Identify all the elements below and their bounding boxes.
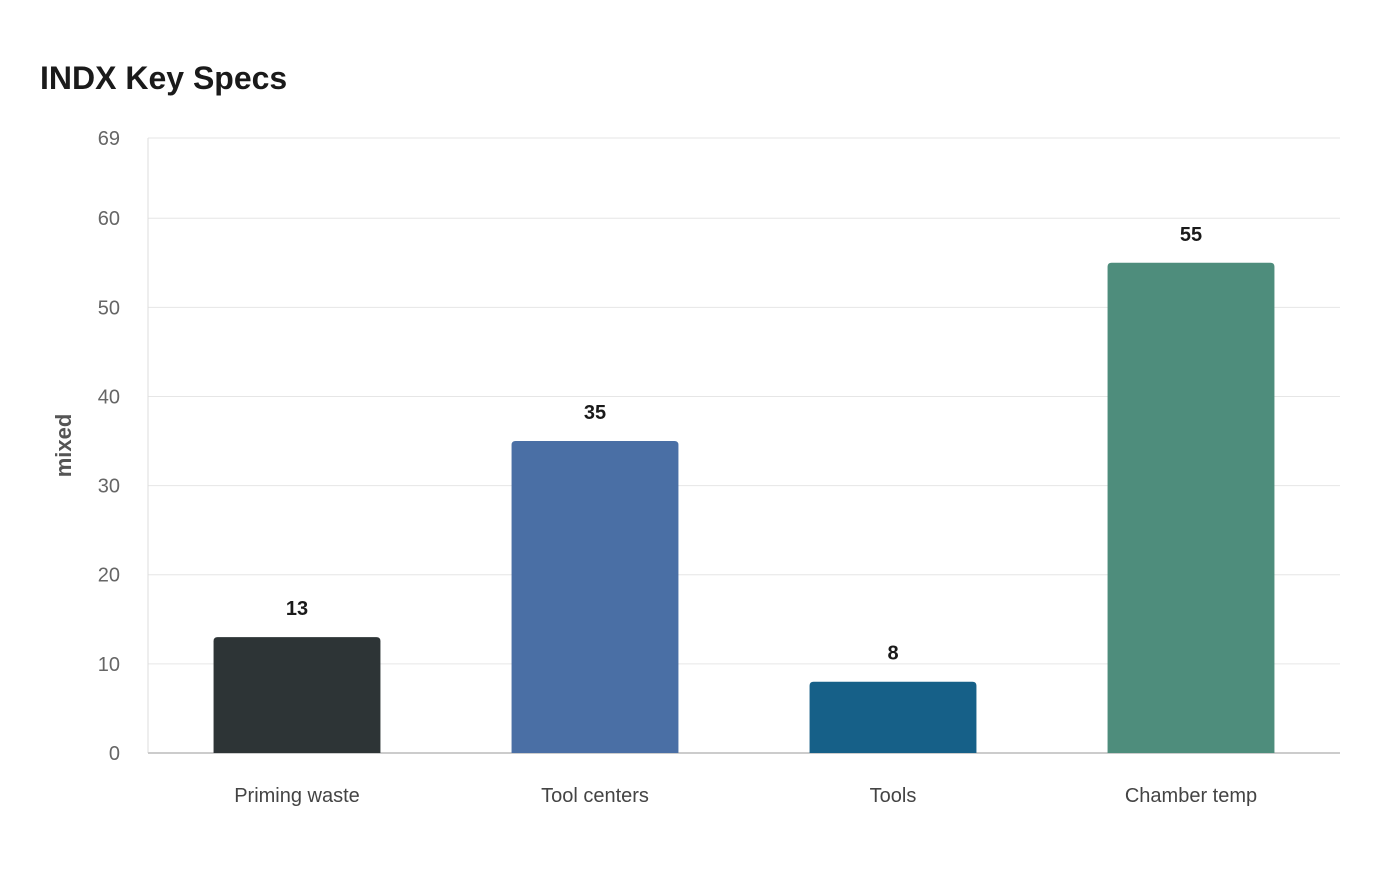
data-label: 35 <box>584 402 606 424</box>
data-label: 55 <box>1180 224 1202 246</box>
bar-tools <box>809 681 977 753</box>
x-category-label: Chamber temp <box>1125 785 1257 807</box>
data-label: 13 <box>286 598 308 620</box>
data-label: 8 <box>887 643 898 665</box>
y-tick-label: 0 <box>109 743 120 765</box>
data-labels: 13 35 8 55 <box>286 224 1202 665</box>
x-category-labels: Priming waste Tool centers Tools Chamber te… <box>234 785 1257 807</box>
y-axis-title: mixed <box>51 414 76 478</box>
y-tick-label: 50 <box>98 297 120 319</box>
bar-tool-centers <box>511 441 679 753</box>
x-category-label: Tool centers <box>541 785 649 807</box>
y-tick-label: 10 <box>98 654 120 676</box>
bar-chamber-temp <box>1107 262 1275 753</box>
y-tick-label: 30 <box>98 476 120 498</box>
y-tick-label: 20 <box>98 565 120 587</box>
chart-title: INDX Key Specs <box>40 60 288 96</box>
y-tick-label: 69 <box>98 128 120 150</box>
y-tick-label: 60 <box>98 208 120 230</box>
x-category-label: Priming waste <box>234 785 360 807</box>
bars <box>213 262 1275 753</box>
y-tick-label: 40 <box>98 386 120 408</box>
y-tick-labels: 0 10 20 30 40 50 60 69 <box>98 128 120 765</box>
bar-priming-waste <box>213 637 381 753</box>
x-category-label: Tools <box>870 785 917 807</box>
